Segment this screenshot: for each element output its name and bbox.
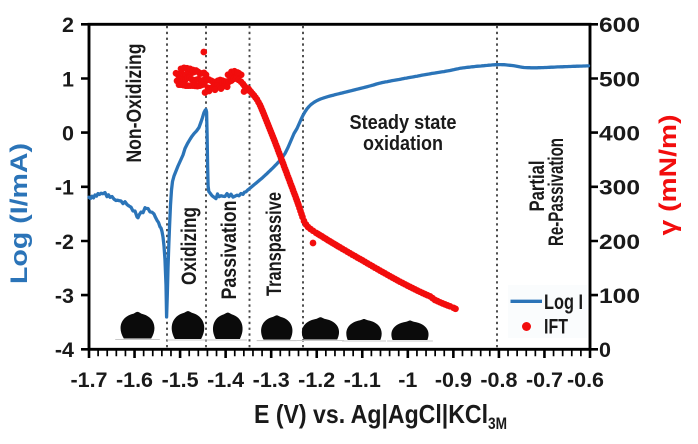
svg-text:E (V) vs. Ag|AgCl|KCl: E (V) vs. Ag|AgCl|KCl (254, 399, 488, 429)
svg-text:-1: -1 (55, 176, 74, 200)
svg-text:Partial: Partial (526, 161, 549, 212)
svg-text:400: 400 (599, 121, 640, 145)
svg-text:oxidation: oxidation (363, 133, 443, 155)
svg-text:-1.4: -1.4 (207, 368, 244, 392)
svg-text:2: 2 (62, 13, 74, 37)
svg-text:-1: -1 (398, 368, 417, 392)
svg-text:Passivation: Passivation (218, 201, 241, 300)
svg-text:Non-Oxidizing: Non-Oxidizing (123, 44, 146, 163)
svg-text:Log I: Log I (544, 290, 583, 314)
svg-text:200: 200 (599, 230, 640, 254)
svg-text:IFT: IFT (544, 315, 568, 339)
svg-text:-0.6: -0.6 (567, 368, 604, 392)
svg-text:-0.8: -0.8 (480, 368, 517, 392)
svg-text:Steady state: Steady state (350, 112, 457, 134)
svg-text:-0.7: -0.7 (526, 368, 563, 392)
svg-text:γ (mN/m): γ (mN/m) (655, 115, 682, 236)
svg-text:-1.2: -1.2 (298, 368, 335, 392)
svg-text:-1.7: -1.7 (70, 368, 107, 392)
svg-text:-1.5: -1.5 (162, 368, 199, 392)
svg-text:-4: -4 (55, 338, 74, 362)
svg-text:600: 600 (599, 13, 640, 37)
svg-text:Log (I/mA): Log (I/mA) (6, 143, 33, 284)
svg-text:-2: -2 (55, 230, 74, 254)
svg-text:Oxidizing: Oxidizing (178, 207, 201, 285)
svg-text:-0.9: -0.9 (435, 368, 472, 392)
svg-text:Transpassive: Transpassive (263, 192, 286, 296)
svg-text:0: 0 (62, 121, 74, 145)
svg-text:-1.1: -1.1 (344, 368, 381, 392)
svg-text:3M: 3M (488, 414, 507, 433)
svg-text:0: 0 (599, 338, 611, 362)
svg-text:500: 500 (599, 67, 640, 91)
svg-text:-3: -3 (55, 284, 74, 308)
svg-text:Re-Passivation: Re-Passivation (545, 138, 568, 246)
svg-text:100: 100 (599, 284, 640, 308)
svg-text:-1.6: -1.6 (116, 368, 153, 392)
svg-text:-1.3: -1.3 (253, 368, 290, 392)
svg-text:300: 300 (599, 176, 640, 200)
svg-text:1: 1 (62, 67, 74, 91)
